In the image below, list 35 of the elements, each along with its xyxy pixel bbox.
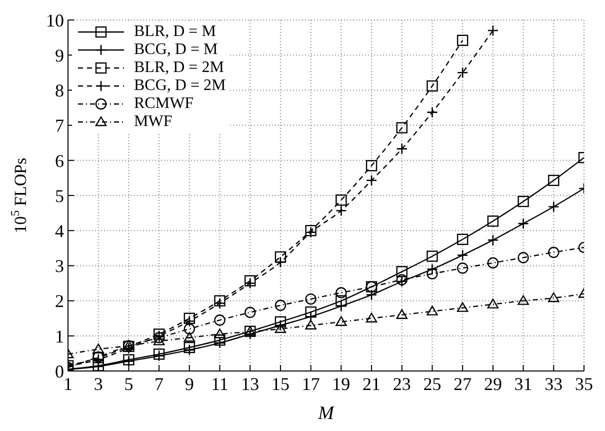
y-tick-label: 4 <box>55 220 64 241</box>
x-tick-label: 5 <box>124 374 134 394</box>
x-tick-label: 33 <box>544 374 563 394</box>
x-tick-label: 29 <box>484 374 502 394</box>
x-tick-label: 17 <box>302 374 320 394</box>
x-tick-label: 3 <box>94 374 103 394</box>
x-tick-label: 23 <box>392 374 411 394</box>
x-tick-label: 27 <box>454 374 472 394</box>
x-tick-label: 35 <box>575 374 593 394</box>
x-tick-label: 21 <box>362 374 381 394</box>
x-tick-label: 13 <box>241 374 260 394</box>
y-tick-label: 1 <box>55 326 64 346</box>
x-tick-label: 11 <box>211 374 228 394</box>
y-tick-label: 9 <box>55 45 64 66</box>
x-tick-label: 19 <box>332 374 350 394</box>
y-tick-label: 6 <box>55 150 64 171</box>
y-tick-label: 10 <box>46 10 64 30</box>
y-tick-label: 3 <box>55 256 64 276</box>
legend-label: RCMWF <box>134 95 194 113</box>
legend-label: BLR, D = M <box>134 23 216 41</box>
x-axis-title: M <box>317 403 336 424</box>
legend-label: BCG, D = 2M <box>134 77 226 95</box>
y-tick-label: 8 <box>55 80 64 101</box>
y-tick-label: 0 <box>55 361 64 382</box>
legend-label: BLR, D = 2M <box>134 59 224 77</box>
x-tick-label: 15 <box>271 374 290 394</box>
legend-label: MWF <box>134 113 172 131</box>
y-tick-label: 7 <box>55 116 64 136</box>
legend-label: BCG, D = M <box>134 41 218 59</box>
x-tick-label: 7 <box>154 374 164 394</box>
y-tick-label: 2 <box>55 291 64 312</box>
x-tick-label: 9 <box>184 374 194 394</box>
x-tick-label: 25 <box>423 374 442 394</box>
x-tick-label: 31 <box>514 374 532 394</box>
y-tick-label: 5 <box>55 186 64 206</box>
